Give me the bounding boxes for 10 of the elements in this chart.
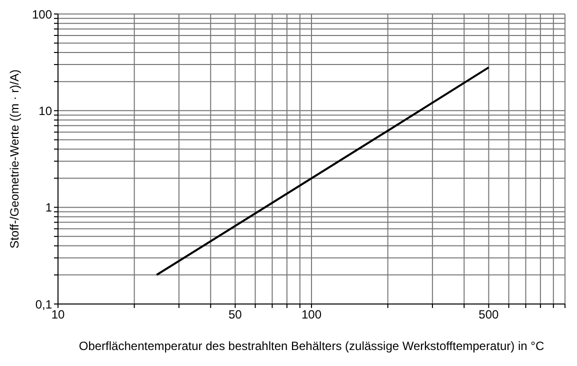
y-axis-title: Stoff-/Geometrie-Werte ((m · r)/A) (7, 70, 22, 248)
x-tick-label: 500 (478, 308, 500, 322)
x-axis-title: Oberflächentemperatur des bestrahlten Behälters (zulässige Werkstofftemperatur) in °C (78, 339, 544, 353)
y-tick-label: 1 (45, 200, 52, 215)
x-tick-label: 10 (51, 308, 65, 322)
y-tick-label: 100 (32, 7, 52, 22)
x-tick-label: 50 (228, 308, 242, 322)
y-tick-label: 0,1 (35, 297, 52, 312)
x-tick-label: 100 (301, 308, 322, 322)
y-tick-label: 10 (38, 104, 52, 118)
